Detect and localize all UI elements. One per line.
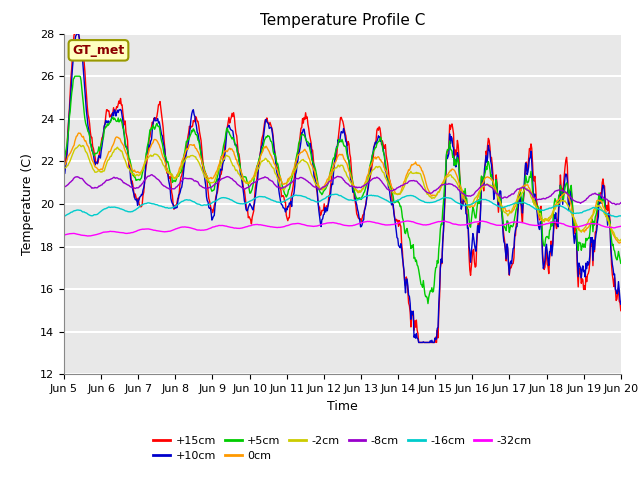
0cm: [75, 130, 83, 136]
+10cm: [411, 332, 419, 337]
-16cm: [617, 213, 625, 219]
Line: -32cm: -32cm: [64, 221, 621, 236]
-32cm: [84, 233, 92, 239]
+10cm: [128, 183, 136, 189]
-2cm: [617, 237, 625, 242]
-2cm: [185, 154, 193, 160]
-16cm: [214, 197, 221, 203]
-8cm: [148, 172, 156, 178]
Text: GT_met: GT_met: [72, 44, 125, 57]
+15cm: [60, 170, 68, 176]
-16cm: [411, 194, 419, 200]
-8cm: [411, 178, 419, 184]
-16cm: [332, 192, 339, 197]
-8cm: [428, 191, 435, 196]
Line: +5cm: +5cm: [64, 76, 621, 303]
+10cm: [214, 176, 222, 182]
+10cm: [60, 171, 68, 177]
0cm: [128, 167, 136, 173]
+15cm: [411, 318, 419, 324]
+10cm: [74, 31, 81, 36]
0cm: [428, 192, 435, 198]
0cm: [60, 164, 68, 169]
+10cm: [428, 337, 436, 343]
-8cm: [70, 175, 78, 181]
-8cm: [60, 184, 68, 190]
+10cm: [70, 48, 78, 54]
+15cm: [415, 339, 422, 345]
Line: +10cm: +10cm: [64, 34, 621, 342]
-8cm: [617, 200, 625, 205]
-8cm: [185, 176, 193, 181]
+10cm: [617, 301, 625, 307]
Title: Temperature Profile C: Temperature Profile C: [260, 13, 425, 28]
-2cm: [411, 170, 419, 176]
0cm: [214, 164, 222, 170]
+10cm: [415, 339, 422, 345]
-16cm: [60, 214, 68, 219]
-2cm: [128, 170, 136, 176]
Line: +15cm: +15cm: [64, 34, 621, 342]
Legend: +15cm, +10cm, +5cm, 0cm, -2cm, -8cm, -16cm, -32cm: +15cm, +10cm, +5cm, 0cm, -2cm, -8cm, -16…: [149, 431, 536, 466]
+5cm: [214, 171, 222, 177]
-32cm: [60, 232, 68, 238]
-32cm: [128, 230, 136, 236]
+15cm: [72, 31, 79, 36]
-2cm: [214, 168, 222, 173]
0cm: [616, 240, 623, 246]
Line: -8cm: -8cm: [64, 175, 621, 204]
+5cm: [70, 75, 78, 81]
-32cm: [617, 223, 625, 229]
+5cm: [424, 300, 432, 306]
-2cm: [76, 142, 83, 148]
-32cm: [185, 225, 193, 230]
+5cm: [411, 254, 419, 260]
-16cm: [127, 209, 135, 215]
-32cm: [214, 223, 222, 228]
0cm: [411, 161, 419, 167]
0cm: [185, 144, 193, 150]
0cm: [70, 143, 78, 148]
-8cm: [127, 184, 135, 190]
-8cm: [214, 179, 222, 185]
0cm: [617, 240, 625, 245]
+15cm: [70, 32, 78, 37]
Line: 0cm: 0cm: [64, 133, 621, 243]
+15cm: [214, 184, 222, 190]
+5cm: [60, 156, 68, 162]
Line: -16cm: -16cm: [64, 194, 621, 216]
Y-axis label: Temperature (C): Temperature (C): [22, 153, 35, 255]
Line: -2cm: -2cm: [64, 145, 621, 241]
-16cm: [184, 197, 192, 203]
+15cm: [617, 308, 625, 313]
+5cm: [71, 73, 79, 79]
-16cm: [70, 208, 78, 214]
+10cm: [185, 138, 193, 144]
-2cm: [616, 238, 624, 244]
-32cm: [428, 221, 436, 227]
-2cm: [70, 147, 78, 153]
-16cm: [613, 214, 621, 219]
+5cm: [185, 137, 193, 143]
+5cm: [617, 261, 625, 266]
+15cm: [428, 339, 436, 345]
-32cm: [70, 230, 78, 236]
+15cm: [128, 178, 136, 184]
-32cm: [404, 218, 412, 224]
-16cm: [428, 200, 435, 205]
-32cm: [412, 220, 419, 226]
+15cm: [185, 130, 193, 135]
-8cm: [612, 202, 620, 207]
-2cm: [60, 165, 68, 171]
+5cm: [428, 285, 436, 290]
-2cm: [428, 195, 435, 201]
+5cm: [128, 169, 136, 175]
X-axis label: Time: Time: [327, 400, 358, 413]
